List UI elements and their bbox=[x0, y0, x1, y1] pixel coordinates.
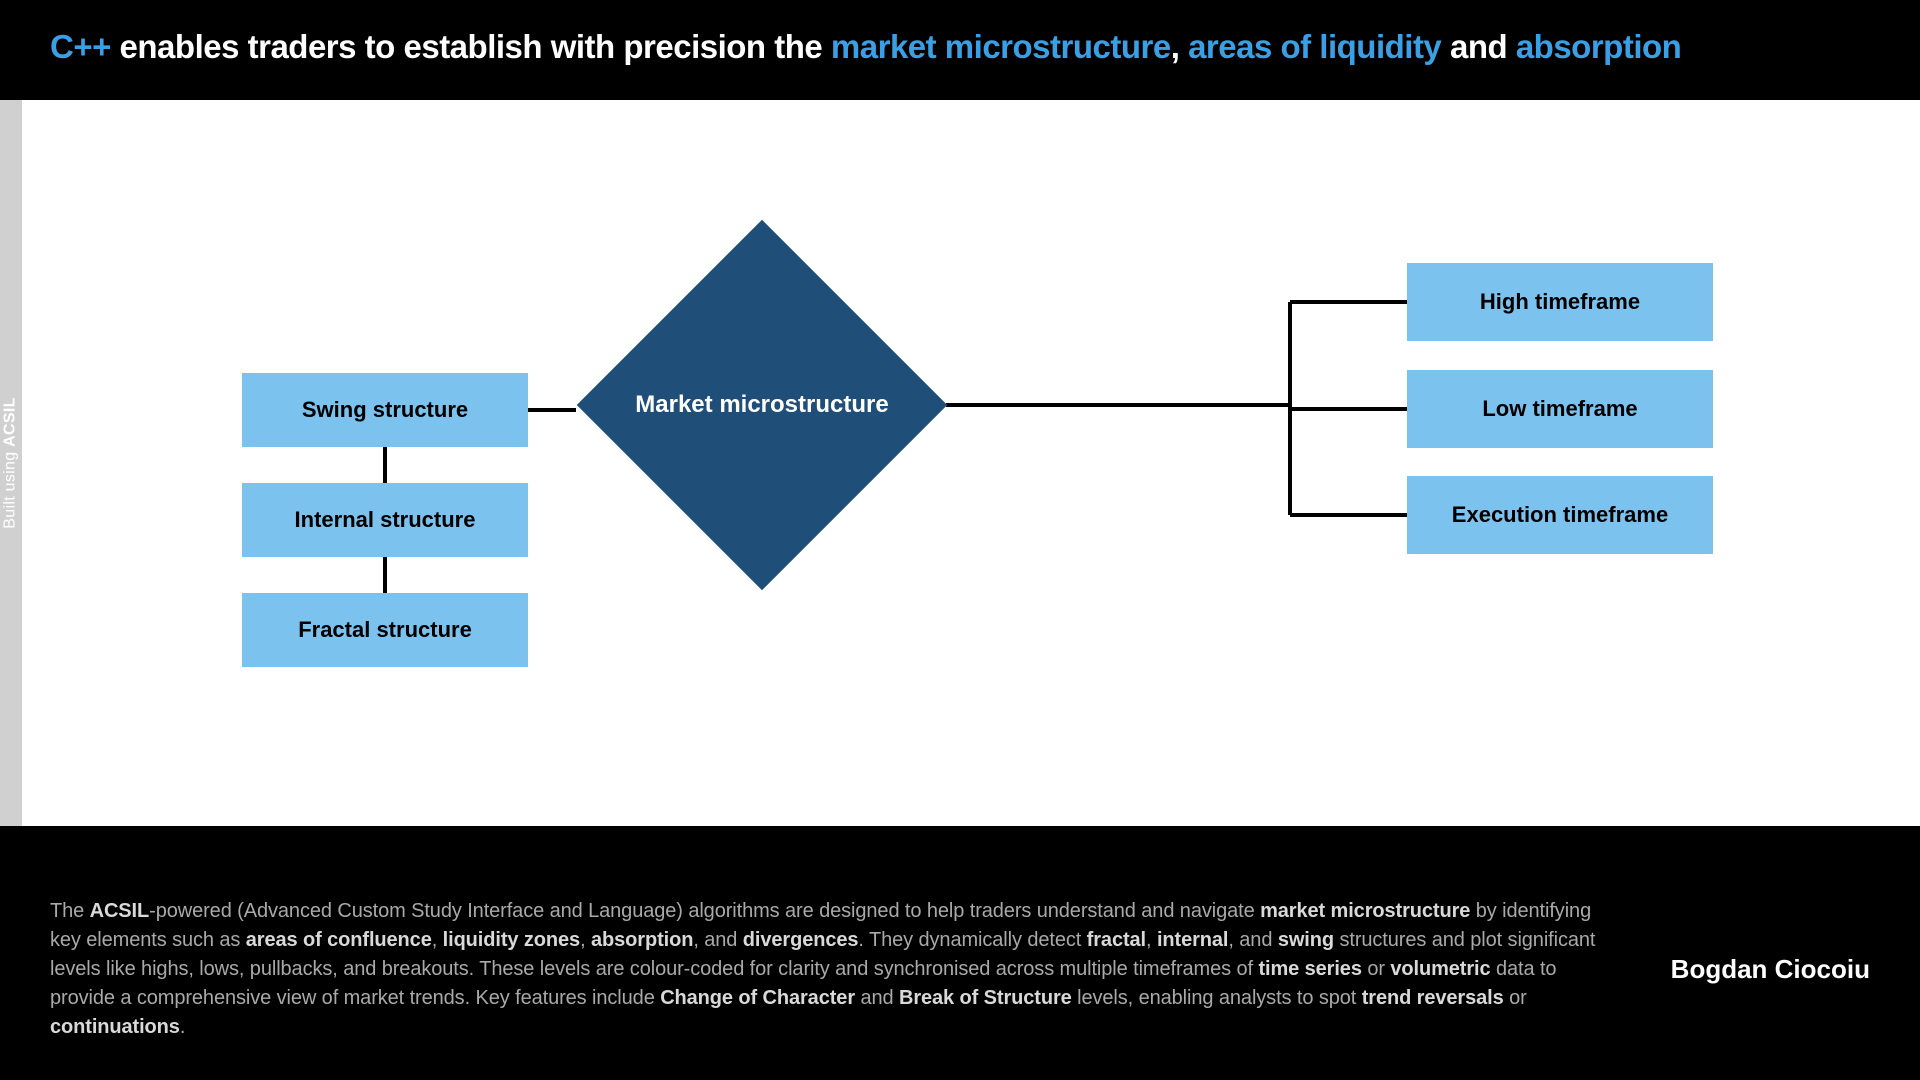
footer-bold: fractal bbox=[1087, 929, 1146, 951]
left-node-fractal: Fractal structure bbox=[242, 593, 528, 667]
footer-bold: trend reversals bbox=[1362, 987, 1504, 1009]
node-label: Internal structure bbox=[295, 507, 476, 533]
title-text-span: , bbox=[1171, 28, 1188, 65]
footer-bold: Break of Structure bbox=[899, 987, 1072, 1009]
title-text-span: enables traders to establish with precis… bbox=[111, 28, 831, 65]
footer-bold: areas of confluence bbox=[246, 929, 432, 951]
footer-bold: continuations bbox=[50, 1016, 180, 1038]
title-highlight: C++ bbox=[50, 28, 111, 65]
author-name: Bogdan Ciocoiu bbox=[1671, 954, 1870, 985]
footer-span: . They dynamically detect bbox=[858, 929, 1086, 951]
footer-span: , and bbox=[1228, 929, 1277, 951]
sidebar-plain: Built using bbox=[2, 447, 19, 529]
title-highlight: absorption bbox=[1516, 28, 1682, 65]
footer-span: , bbox=[432, 929, 443, 951]
node-label: Low timeframe bbox=[1482, 396, 1637, 422]
slide: C++ enables traders to establish with pr… bbox=[0, 0, 1920, 1080]
footer-bold: time series bbox=[1258, 958, 1361, 980]
right-node-htf: High timeframe bbox=[1407, 263, 1713, 341]
node-label: High timeframe bbox=[1480, 289, 1640, 315]
footer-span: . bbox=[180, 1016, 185, 1038]
title-highlight: areas of liquidity bbox=[1188, 28, 1441, 65]
title-bar: C++ enables traders to establish with pr… bbox=[0, 0, 1920, 90]
footer-bold: swing bbox=[1278, 929, 1334, 951]
footer-span: , and bbox=[693, 929, 742, 951]
footer: The ACSIL-powered (Advanced Custom Study… bbox=[0, 867, 1920, 1080]
footer-bold: volumetric bbox=[1390, 958, 1490, 980]
right-node-etf: Execution timeframe bbox=[1407, 476, 1713, 554]
node-label: Fractal structure bbox=[298, 617, 472, 643]
node-label: Swing structure bbox=[302, 397, 468, 423]
edges-layer bbox=[22, 100, 1920, 826]
footer-bold: divergences bbox=[743, 929, 859, 951]
left-node-swing: Swing structure bbox=[242, 373, 528, 447]
footer-span: , bbox=[580, 929, 591, 951]
node-label: Execution timeframe bbox=[1452, 502, 1668, 528]
footer-span: levels, enabling analysts to spot bbox=[1072, 987, 1362, 1009]
slide-title: C++ enables traders to establish with pr… bbox=[50, 28, 1870, 66]
footer-span: or bbox=[1504, 987, 1527, 1009]
diagram-canvas: Market microstructure Swing structure Inte… bbox=[22, 100, 1920, 826]
footer-bold: ACSIL bbox=[90, 900, 150, 922]
title-highlight: market microstructure bbox=[831, 28, 1171, 65]
center-node-label: Market microstructure bbox=[635, 391, 888, 419]
left-node-internal: Internal structure bbox=[242, 483, 528, 557]
footer-bold: absorption bbox=[591, 929, 693, 951]
title-text-span: and bbox=[1441, 28, 1516, 65]
footer-bold: liquidity zones bbox=[443, 929, 580, 951]
sidebar-label: Built using ACSIL bbox=[2, 397, 20, 528]
footer-description: The ACSIL-powered (Advanced Custom Study… bbox=[50, 897, 1671, 1042]
sidebar-bold: ACSIL bbox=[2, 397, 19, 447]
footer-span: and bbox=[855, 987, 899, 1009]
canvas-area: Built using ACSIL Market microstructure S… bbox=[0, 100, 1920, 826]
footer-span: The bbox=[50, 900, 90, 922]
footer-bold: internal bbox=[1157, 929, 1228, 951]
sidebar-tab: Built using ACSIL bbox=[0, 100, 22, 826]
footer-span: , bbox=[1146, 929, 1157, 951]
footer-span: -powered (Advanced Custom Study Interfac… bbox=[149, 900, 1260, 922]
center-node: Market microstructure bbox=[576, 219, 948, 591]
footer-bold: Change of Character bbox=[660, 987, 855, 1009]
footer-span: or bbox=[1362, 958, 1391, 980]
right-node-ltf: Low timeframe bbox=[1407, 370, 1713, 448]
footer-bold: market microstructure bbox=[1260, 900, 1470, 922]
